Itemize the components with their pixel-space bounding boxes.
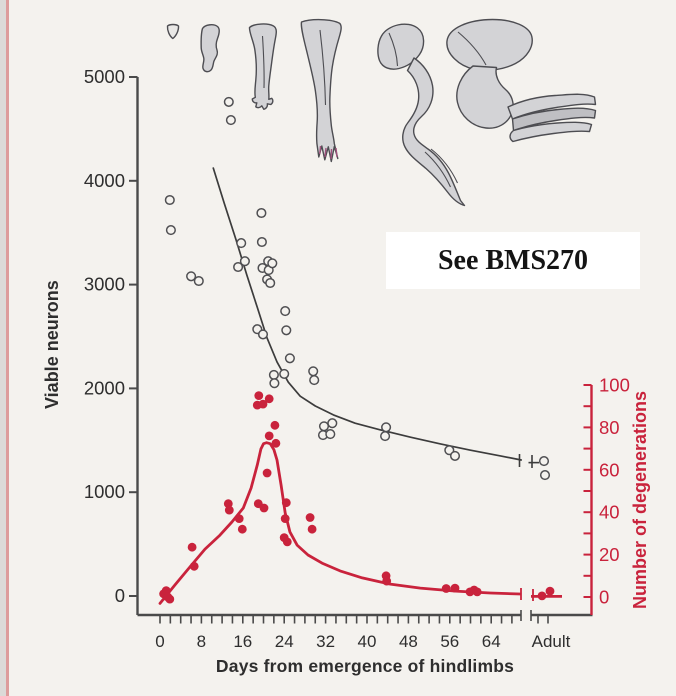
y-axis-right-title: Number of degenerations xyxy=(630,390,650,610)
viable-neurons-point xyxy=(279,368,290,379)
x-tick-label: 24 xyxy=(275,632,294,651)
viable-neurons-point xyxy=(380,431,391,442)
y-right-tick-label: 0 xyxy=(599,587,609,608)
degenerations-point xyxy=(282,537,292,547)
degenerations-point xyxy=(187,542,197,552)
y-left-tick-label: 0 xyxy=(115,585,125,606)
degenerations-point xyxy=(264,394,274,404)
viable-neurons-point xyxy=(281,325,292,336)
degenerations-point xyxy=(382,576,392,586)
limb-stage-4 xyxy=(300,18,342,163)
limb-stage-6 xyxy=(446,18,597,143)
y-left-tick-label: 1000 xyxy=(84,481,125,502)
degenerations-point xyxy=(224,505,234,515)
degenerations-point xyxy=(472,587,482,597)
degenerations-point xyxy=(234,514,244,523)
viable-neurons-point xyxy=(449,450,461,461)
y-left-tick-label: 2000 xyxy=(84,377,125,398)
viable-neurons-adult-point xyxy=(539,470,551,481)
chart-marks: 0 8 16 24 32 40 48 56 64 Adult0100020003000400050… xyxy=(84,66,630,651)
annotation-text: See BMS270 xyxy=(437,244,589,276)
degenerations-curve xyxy=(158,441,522,605)
degenerations-point xyxy=(237,524,247,534)
viable-neurons-point xyxy=(223,96,234,107)
degenerations-point xyxy=(305,513,315,522)
viable-neurons-point xyxy=(257,329,269,340)
y-right-tick-label: 20 xyxy=(599,544,620,565)
y-left-tick-label: 3000 xyxy=(84,274,125,295)
degenerations-point xyxy=(307,524,317,534)
degenerations-point xyxy=(262,468,272,478)
degenerations-point xyxy=(258,399,268,409)
y-right-tick-label: 100 xyxy=(599,375,630,396)
viable-neurons-point xyxy=(233,261,244,273)
degenerations-point xyxy=(281,498,291,508)
degenerations-point xyxy=(450,583,460,593)
x-tick-label: 8 xyxy=(197,632,206,651)
x-tick-label: 32 xyxy=(316,632,335,651)
degenerations-point xyxy=(165,594,175,604)
y-right-tick-label: 80 xyxy=(599,417,620,438)
limb-stage-1 xyxy=(166,23,180,40)
degenerations-adult-point xyxy=(545,586,555,596)
viable-neurons-point xyxy=(309,375,320,386)
viable-neurons-curve xyxy=(212,167,523,461)
y-left-tick-label: 5000 xyxy=(84,66,125,87)
page-edge-strip xyxy=(0,0,6,696)
viable-neurons-adult-point xyxy=(538,456,550,467)
y-right-tick-label: 60 xyxy=(599,459,620,480)
degenerations-adult-point xyxy=(537,591,547,601)
degenerations-point xyxy=(259,503,269,513)
viable-neurons-point xyxy=(269,378,280,389)
viable-neurons-point xyxy=(265,277,276,289)
viable-neurons-point xyxy=(256,207,267,219)
degenerations-point xyxy=(254,391,264,400)
x-tick-label: 48 xyxy=(399,632,418,651)
degenerations-point xyxy=(189,561,199,571)
viable-neurons-point xyxy=(318,421,330,432)
viable-neurons-point xyxy=(225,115,236,126)
viable-neurons-point xyxy=(186,271,197,282)
viable-neurons-point xyxy=(325,429,336,440)
viable-neurons-point xyxy=(308,366,319,377)
y-axis-left-title: Viable neurons xyxy=(42,280,62,410)
degenerations-point xyxy=(441,584,451,593)
viable-neurons-point xyxy=(280,306,291,317)
viable-neurons-point xyxy=(164,194,175,206)
viable-neurons-point xyxy=(268,369,279,380)
viable-neurons-point xyxy=(236,238,247,249)
limb-stage-5 xyxy=(377,23,466,207)
y-right-tick-label: 40 xyxy=(599,502,620,523)
x-axis-title: Days from emergence of hindlimbs xyxy=(215,656,515,676)
viable-neurons-point xyxy=(165,225,176,236)
limb-stage-2 xyxy=(200,24,220,73)
degenerations-point xyxy=(264,431,274,441)
degenerations-point xyxy=(271,438,281,448)
viable-neurons-point xyxy=(267,258,278,269)
viable-neurons-point xyxy=(193,275,204,287)
viable-neurons-point xyxy=(284,353,295,364)
limb-stage-3 xyxy=(248,23,277,110)
viable-neurons-point xyxy=(327,418,338,429)
x-tick-label: 40 xyxy=(358,632,377,651)
degenerations-point xyxy=(280,514,290,523)
y-left-tick-label: 4000 xyxy=(84,170,125,191)
viable-neurons-point xyxy=(381,422,392,433)
x-tick-label: 56 xyxy=(440,632,459,651)
x-tick-label: 16 xyxy=(233,632,252,651)
x-tick-label-adult: Adult xyxy=(532,632,571,651)
annotation-note: See BMS270 xyxy=(386,232,640,289)
hindlimb-stages-illustration xyxy=(166,18,597,207)
degenerations-point xyxy=(270,420,280,430)
page-edge-line xyxy=(6,0,9,696)
viable-neurons-point xyxy=(239,256,250,267)
viable-neurons-point xyxy=(256,236,267,248)
x-tick-label: 0 xyxy=(155,632,164,651)
x-tick-label: 64 xyxy=(482,632,501,651)
limb-stage-4-toes xyxy=(319,145,338,160)
